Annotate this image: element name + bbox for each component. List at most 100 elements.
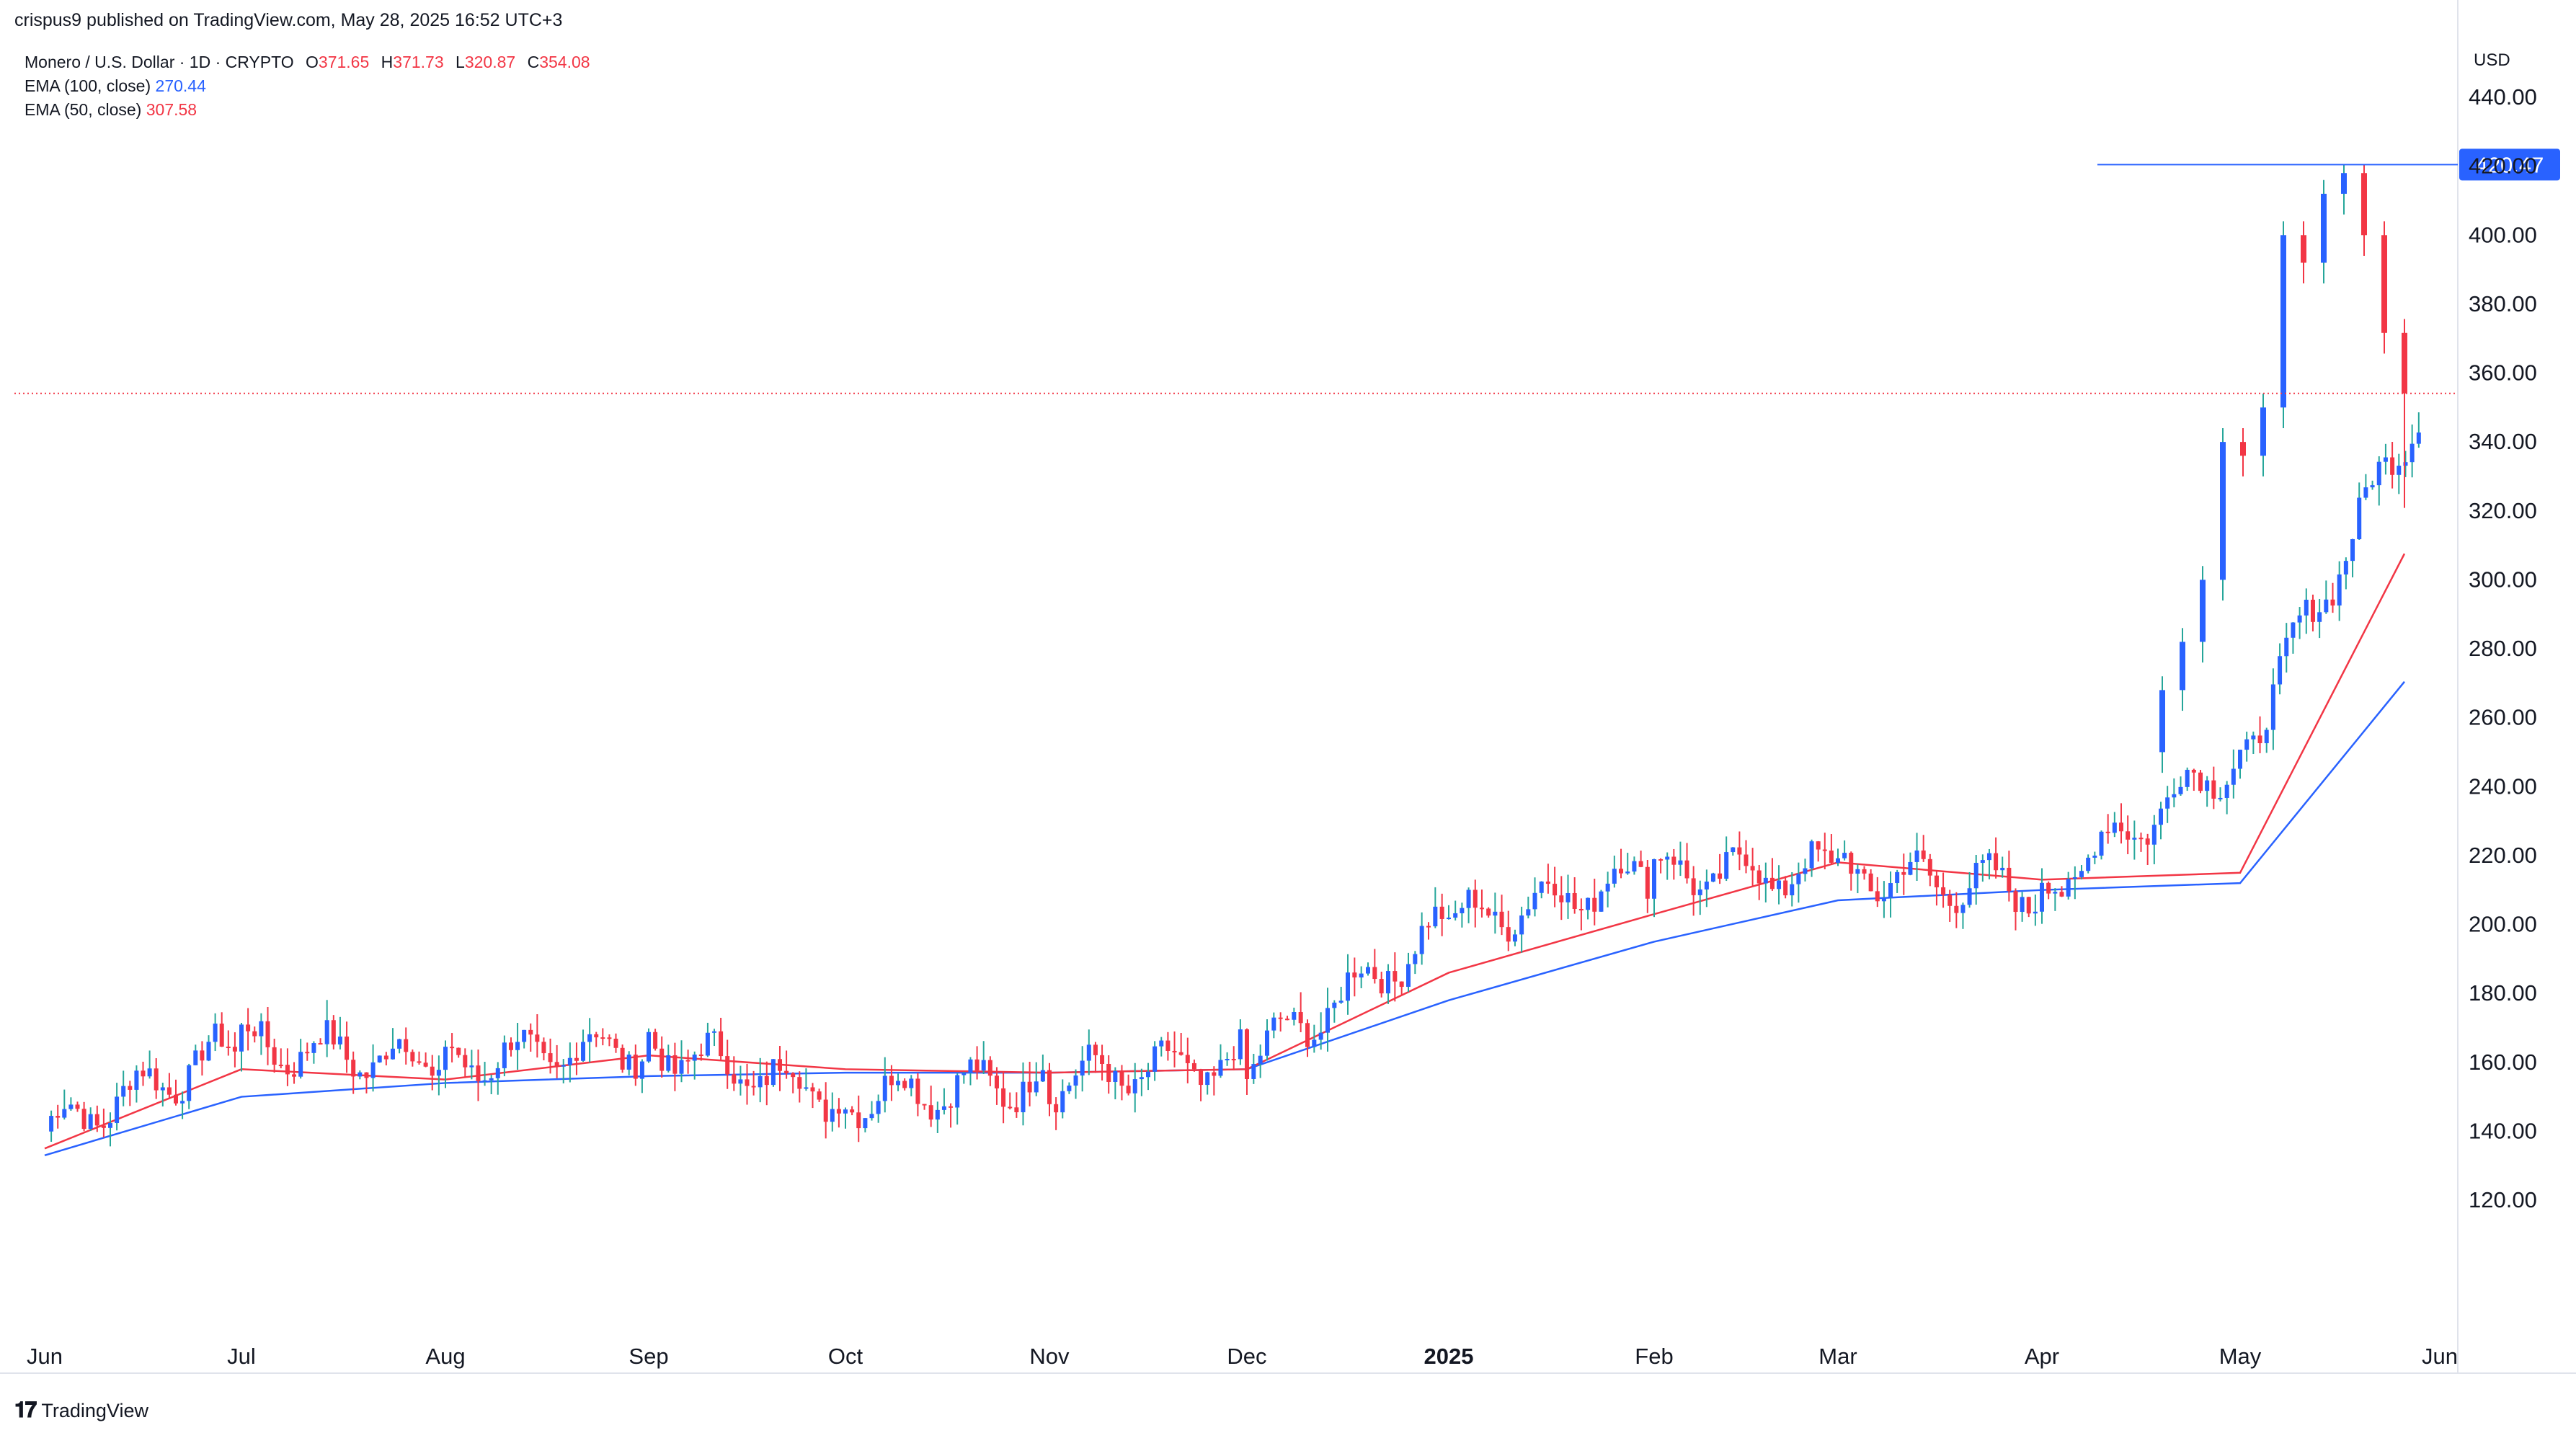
candle-body: [2191, 769, 2196, 773]
y-tick-label: 300.00: [2469, 567, 2537, 592]
candle-body: [1691, 878, 1696, 895]
candle-body: [666, 1055, 671, 1071]
candle-body: [2099, 831, 2104, 856]
candle-body: [1980, 860, 1985, 864]
candle-body: [1352, 972, 1357, 978]
candle-body: [1895, 871, 1900, 884]
candle-body: [1506, 927, 1511, 942]
candle-body: [2301, 235, 2306, 263]
candle-body: [2361, 173, 2367, 236]
candle-body: [147, 1068, 152, 1077]
candle-body: [1433, 906, 1438, 927]
ema100-line: [44, 680, 2405, 1157]
candle-body: [922, 1104, 927, 1106]
candle-body: [1756, 870, 1762, 884]
candle-body: [2086, 857, 2091, 871]
x-tick-label: Mar: [1818, 1344, 1857, 1369]
candle-body: [232, 1047, 237, 1052]
x-tick-label: Oct: [828, 1344, 863, 1369]
candle-body: [2341, 173, 2347, 194]
candle-body: [94, 1114, 99, 1126]
candle-body: [62, 1109, 67, 1118]
candle-body: [469, 1065, 474, 1068]
candle-body: [456, 1047, 461, 1055]
candle-body: [1927, 859, 1932, 876]
candle-body: [1212, 1072, 1217, 1076]
candle-body: [1934, 875, 1939, 887]
candle-body: [1113, 1070, 1118, 1082]
candle-body: [1466, 889, 1471, 908]
candle-body: [1545, 881, 1550, 884]
candle-body: [1888, 883, 1893, 898]
candle-body: [1119, 1070, 1124, 1086]
candle-body: [1034, 1081, 1039, 1093]
candle-body: [88, 1114, 93, 1130]
candle-body: [2020, 897, 2025, 913]
candle-body: [128, 1086, 133, 1090]
candle-body: [1697, 889, 1702, 895]
candle-body: [246, 1024, 251, 1032]
candle-body: [463, 1055, 468, 1068]
legend-close-label: C: [527, 53, 540, 71]
candle-body: [1332, 1002, 1337, 1008]
candle-body: [2244, 739, 2249, 750]
x-tick-label: May: [2219, 1344, 2262, 1369]
candle-body: [265, 1021, 270, 1047]
candle-body: [502, 1042, 507, 1068]
candle-body: [1152, 1046, 1158, 1072]
candle-body: [219, 1024, 224, 1047]
candle-body: [1947, 895, 1953, 906]
candle-body: [1836, 858, 1840, 863]
candle-body: [1678, 860, 1683, 865]
candle-body: [1073, 1075, 1078, 1086]
candle-body: [508, 1042, 513, 1050]
candle-body: [357, 1072, 363, 1077]
candle-body: [370, 1062, 376, 1078]
candle-body: [187, 1065, 192, 1101]
candle-body: [1954, 905, 1959, 913]
candle-body: [698, 1054, 703, 1056]
candle-body: [2145, 838, 2150, 845]
candle-body: [81, 1109, 86, 1130]
candle-body: [738, 1079, 743, 1084]
candle-body: [567, 1057, 572, 1065]
legend-ema50-value: 307.58: [146, 100, 197, 119]
candle-body: [193, 1050, 198, 1065]
candle-body: [1822, 849, 1827, 851]
tradingview-logo[interactable]: 𝟏𝟕 TradingView: [14, 1398, 148, 1423]
y-tick-label: 420.00: [2469, 154, 2537, 179]
legend-symbol-row: Monero / U.S. Dollar · 1D · CRYPTO O371.…: [25, 50, 590, 74]
candle-body: [561, 1065, 566, 1067]
candle-body: [2251, 735, 2256, 740]
legend-high-label: H: [381, 53, 394, 71]
candle-body: [1413, 954, 1418, 964]
candle-body: [285, 1065, 290, 1075]
candle-body: [134, 1070, 139, 1090]
candle-body: [1460, 908, 1465, 913]
candle-body: [548, 1053, 553, 1062]
candle-body: [692, 1054, 697, 1061]
currency-label: USD: [2474, 50, 2510, 70]
candle-body: [1453, 913, 1458, 918]
candle-body: [1539, 881, 1544, 893]
candle-body: [2205, 780, 2210, 791]
time-axis[interactable]: Jun Jul Aug Sep Oct Nov Dec 2025 Feb Mar Apr May Jun: [27, 1344, 2458, 1369]
candle-body: [390, 1048, 395, 1060]
candle-body: [2198, 772, 2203, 791]
candle-body: [1619, 869, 1624, 874]
candle-body: [961, 1073, 967, 1075]
candle-body: [600, 1037, 605, 1039]
candle-body: [1565, 892, 1571, 902]
candle-body: [1605, 883, 1610, 892]
candle-body: [581, 1042, 586, 1061]
candle-body: [1305, 1023, 1310, 1047]
candle-body: [1512, 934, 1517, 942]
candle-body: [351, 1060, 356, 1077]
candle-body: [2363, 487, 2368, 498]
candle-body: [1132, 1079, 1137, 1093]
y-tick-label: 120.00: [2469, 1187, 2537, 1212]
price-axis[interactable]: 120.00 140.00 160.00 180.00 200.00 220.00 240.…: [2469, 84, 2537, 1212]
candle-body: [2178, 786, 2183, 794]
candle-body: [160, 1087, 165, 1091]
